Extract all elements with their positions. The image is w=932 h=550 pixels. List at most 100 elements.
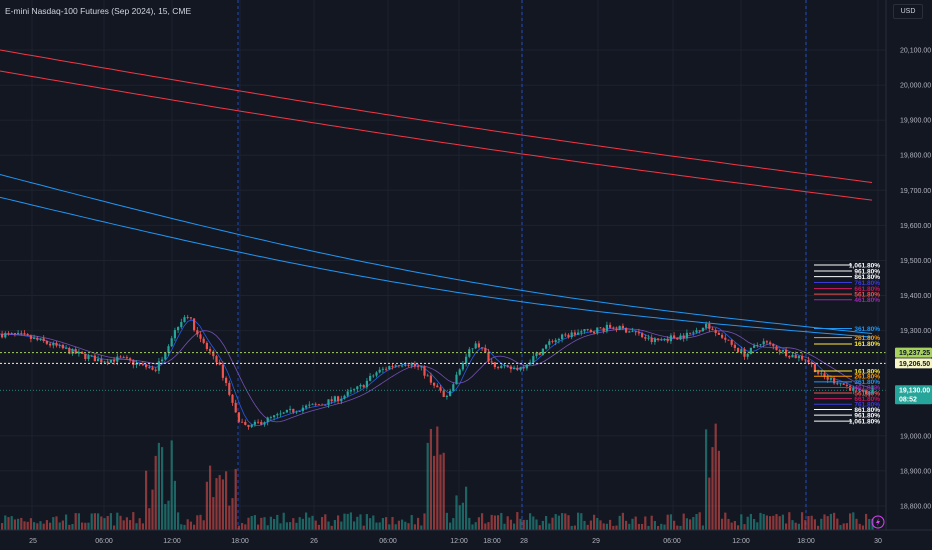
- candle-body: [177, 327, 180, 331]
- volume-bar: [807, 516, 810, 530]
- volume-bar: [772, 515, 775, 530]
- volume-bar: [289, 522, 292, 530]
- volume-bar: [253, 515, 256, 530]
- volume-bar: [461, 502, 464, 530]
- volume-bar: [471, 524, 474, 530]
- volume-bar: [164, 504, 167, 530]
- volume-bar: [711, 447, 714, 530]
- volume-bar: [541, 520, 544, 530]
- volume-bar: [516, 512, 519, 530]
- volume-bar: [698, 512, 701, 530]
- price-tag-value: 19,206.50: [899, 361, 930, 368]
- volume-bar: [839, 525, 842, 530]
- price-tag: [895, 385, 932, 405]
- candle-body: [145, 364, 148, 368]
- candle-body: [349, 390, 352, 392]
- candle-body: [93, 355, 96, 362]
- volume-bar: [269, 516, 272, 530]
- candle-body: [701, 327, 704, 332]
- candle-body: [461, 363, 464, 370]
- volume-bar: [609, 519, 612, 530]
- candle-body: [330, 399, 333, 402]
- candle-body: [397, 365, 400, 367]
- volume-bar: [145, 470, 148, 530]
- candle-body: [762, 341, 765, 345]
- volume-bar: [417, 517, 420, 530]
- candle-body: [77, 351, 80, 354]
- candle-body: [119, 356, 122, 358]
- candle-body: [253, 421, 256, 425]
- candle-body: [49, 343, 52, 346]
- volume-bar: [477, 517, 480, 530]
- candle-body: [340, 398, 343, 402]
- volume-bar: [161, 447, 164, 530]
- candle-body: [365, 380, 368, 388]
- candle-body: [135, 363, 138, 365]
- price-axis[interactable]: 20,100.00 20,000.00 19,900.00 19,800.00 19,7…: [900, 48, 931, 511]
- volume-bar: [29, 518, 32, 530]
- fib-level-label: 961.80%: [854, 412, 880, 419]
- fib-level-label: 661.80%: [854, 286, 880, 293]
- volume-bar: [701, 525, 704, 530]
- candle-body: [561, 334, 564, 339]
- candle-body: [205, 342, 208, 350]
- volume-bar: [570, 525, 573, 530]
- volume-bar: [378, 522, 381, 530]
- volume-bar: [199, 514, 202, 530]
- candle-body: [394, 365, 397, 367]
- candle-body: [721, 334, 724, 338]
- candlesticks[interactable]: [1, 314, 874, 430]
- volume-bar: [583, 520, 586, 530]
- candle-body: [109, 359, 112, 363]
- volume-bar: [372, 515, 375, 530]
- volume-bar: [858, 523, 861, 530]
- volume-bar: [740, 514, 743, 530]
- candle-body: [557, 338, 560, 341]
- candle-body: [90, 355, 93, 357]
- candle-body: [241, 421, 244, 423]
- currency-button[interactable]: USD: [893, 4, 923, 19]
- candle-body: [122, 357, 125, 358]
- candle-body: [564, 334, 567, 336]
- fib-level-label: 561.80%: [854, 291, 880, 298]
- candle-body: [404, 364, 407, 366]
- fibonacci-levels[interactable]: 1,061.80%961.80%861.80%761.80%661.80%561…: [814, 262, 880, 425]
- time-tick-label: 12:00: [732, 538, 750, 545]
- candle-body: [173, 330, 176, 339]
- candle-body: [87, 355, 90, 359]
- candle-body: [765, 341, 768, 343]
- volume-bar: [353, 521, 356, 530]
- fib-level-label: 561.80%: [854, 390, 880, 397]
- fib-level-label: 161.80%: [854, 368, 880, 375]
- volume-bar: [458, 505, 461, 530]
- candle-body: [596, 327, 599, 334]
- lightning-icon[interactable]: [871, 515, 885, 529]
- candle-body: [132, 360, 135, 365]
- volume-bar: [730, 522, 733, 530]
- candle-body: [337, 396, 340, 402]
- volume-bar: [535, 519, 538, 530]
- candle-body: [301, 407, 304, 412]
- time-axis[interactable]: 25 06:00 12:00 18:00 26 06:00 12:00 18:00 28 29 06…: [29, 538, 882, 545]
- time-tick-label: 12:00: [450, 538, 468, 545]
- candle-body: [657, 338, 660, 340]
- price-tag: [895, 347, 932, 358]
- price-tick-label: 19,900.00: [900, 118, 931, 125]
- candle-body: [445, 395, 448, 397]
- volume-bar: [183, 524, 186, 530]
- candle-body: [612, 327, 615, 329]
- price-axis-bg[interactable]: [886, 0, 932, 550]
- candle-body: [458, 369, 461, 375]
- candle-body: [273, 415, 276, 418]
- candle-body: [650, 337, 653, 343]
- volume-bar: [33, 522, 36, 530]
- time-tick-label: 06:00: [95, 538, 113, 545]
- candle-body: [634, 331, 637, 333]
- volume-bar: [4, 515, 7, 530]
- volume-bar: [330, 525, 333, 530]
- candle-body: [858, 389, 861, 390]
- candle-body: [618, 325, 621, 330]
- candle-body: [788, 355, 791, 358]
- volume-bar: [81, 522, 84, 530]
